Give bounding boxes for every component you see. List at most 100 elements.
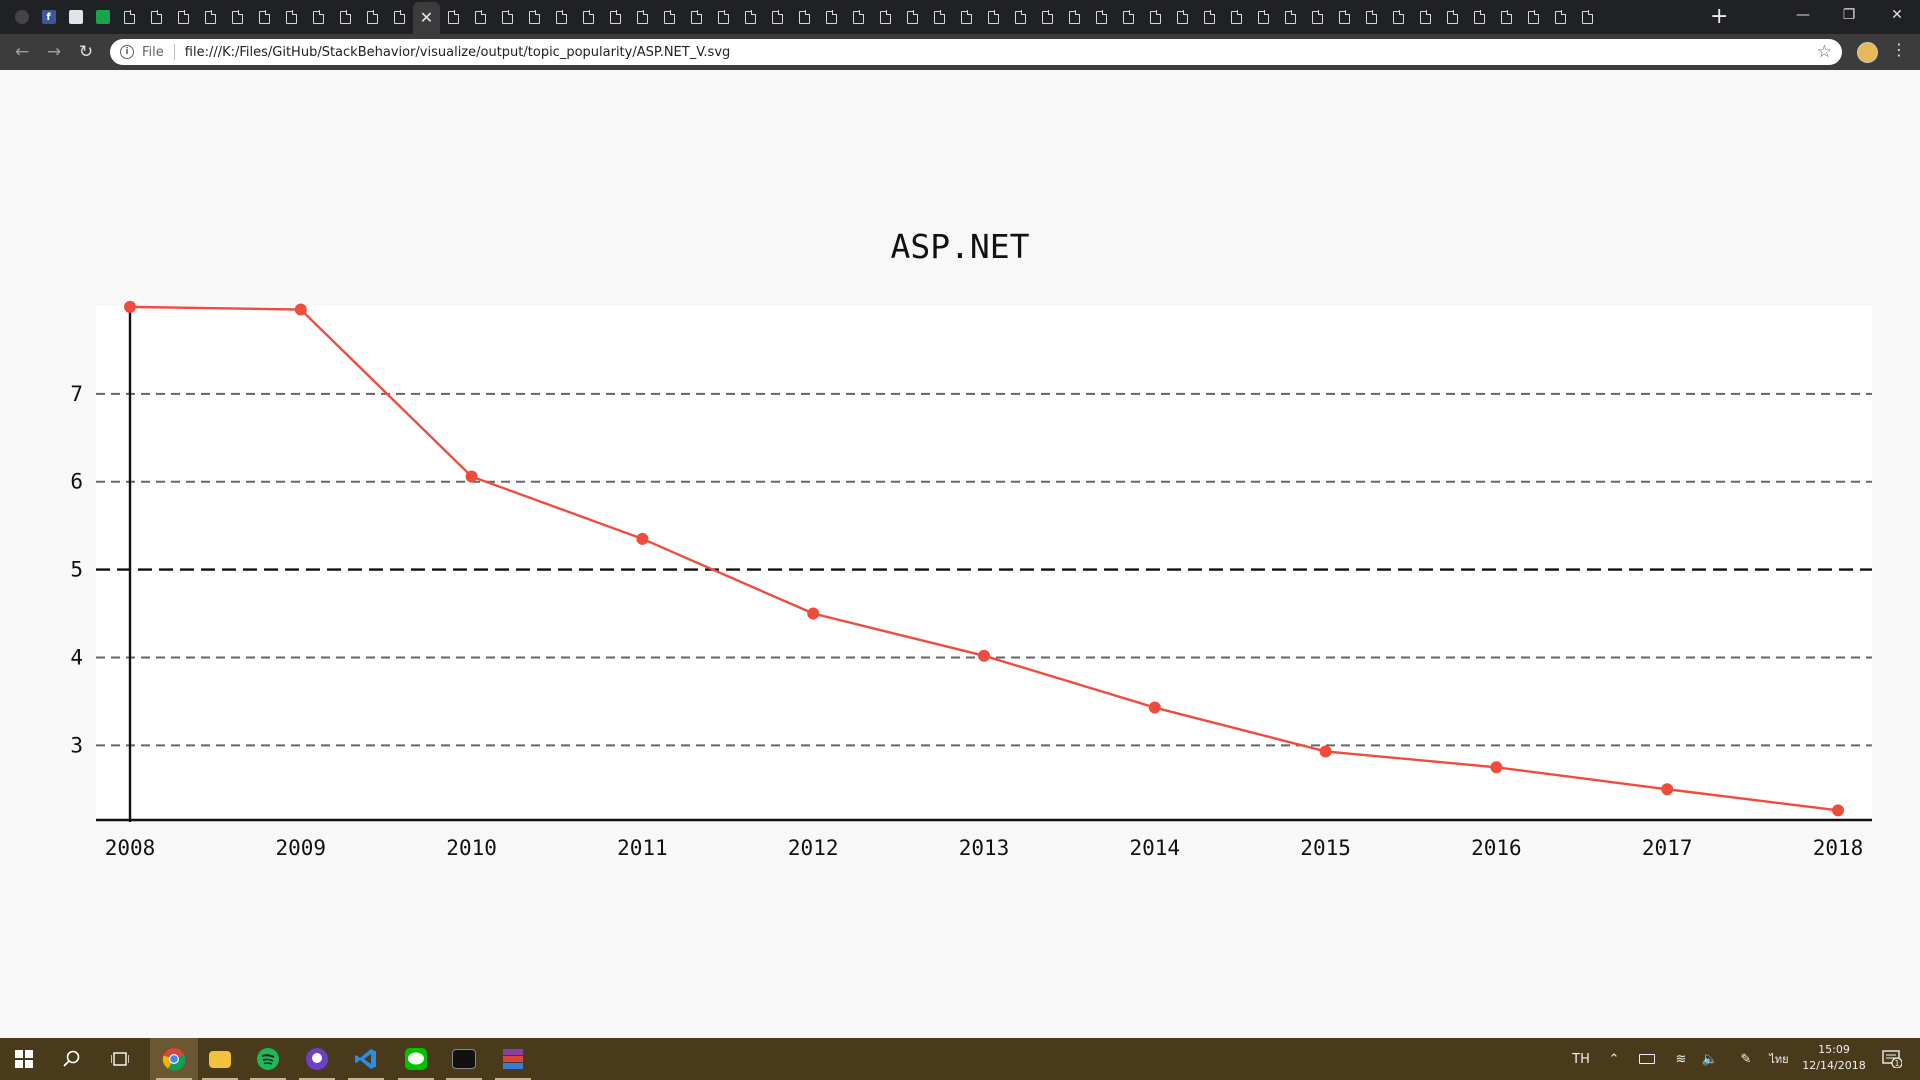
browser-tab[interactable] <box>1115 4 1142 30</box>
y-tick-label: 3 <box>70 733 83 757</box>
browser-tab[interactable] <box>1493 4 1520 30</box>
browser-tab[interactable] <box>1412 4 1439 30</box>
browser-tab[interactable] <box>1304 4 1331 30</box>
info-icon[interactable]: i <box>120 45 134 59</box>
taskbar-line[interactable] <box>392 1038 440 1080</box>
browser-tab[interactable] <box>1439 4 1466 30</box>
browser-tab[interactable] <box>899 4 926 30</box>
document-icon <box>394 10 406 24</box>
browser-tab[interactable] <box>1088 4 1115 30</box>
browser-tab[interactable] <box>278 4 305 30</box>
input-language[interactable]: TH <box>1572 1051 1590 1067</box>
system-clock[interactable]: 15:09 12/14/2018 <box>1798 1042 1870 1074</box>
browser-tab[interactable] <box>305 4 332 30</box>
browser-tab[interactable] <box>467 4 494 30</box>
reload-button[interactable]: ↻ <box>78 42 94 62</box>
browser-tab[interactable] <box>1520 4 1547 30</box>
chart-title: ASP.NET <box>890 227 1029 266</box>
browser-tab[interactable] <box>548 4 575 30</box>
taskbar-winrar[interactable] <box>489 1038 537 1080</box>
minimize-button[interactable]: — <box>1796 7 1810 23</box>
browser-tab[interactable] <box>791 4 818 30</box>
taskbar-github-desktop[interactable] <box>293 1038 341 1080</box>
browser-tab[interactable] <box>872 4 899 30</box>
show-hidden-icons-icon[interactable]: ⌃ <box>1608 1051 1620 1067</box>
browser-tab[interactable] <box>116 4 143 30</box>
browser-tab[interactable] <box>737 4 764 30</box>
browser-tab[interactable] <box>332 4 359 30</box>
x-tick-label: 2016 <box>1471 836 1522 860</box>
document-icon <box>610 10 622 24</box>
start-button[interactable] <box>0 1038 48 1080</box>
address-bar[interactable]: i File file:///K:/Files/GitHub/StackBeha… <box>110 39 1842 65</box>
taskbar-file-explorer[interactable] <box>196 1038 244 1080</box>
browser-tab[interactable] <box>1142 4 1169 30</box>
browser-tab[interactable] <box>980 4 1007 30</box>
taskbar-spotify[interactable] <box>244 1038 292 1080</box>
browser-menu-icon[interactable]: ⋮ <box>1891 40 1907 59</box>
taskbar-vscode[interactable] <box>342 1038 390 1080</box>
browser-tab[interactable] <box>602 4 629 30</box>
browser-tab[interactable] <box>710 4 737 30</box>
taskbar-terminal[interactable] <box>440 1038 488 1080</box>
browser-tab[interactable] <box>8 4 35 30</box>
browser-tab[interactable] <box>575 4 602 30</box>
browser-tab[interactable] <box>1547 4 1574 30</box>
new-tab-button[interactable]: + <box>1710 4 1729 29</box>
forward-button[interactable]: → <box>46 42 62 62</box>
browser-tab[interactable] <box>1466 4 1493 30</box>
back-button[interactable]: ← <box>14 42 30 62</box>
browser-tab[interactable] <box>170 4 197 30</box>
browser-tab[interactable] <box>1169 4 1196 30</box>
volume-icon[interactable]: 🔈 <box>1701 1051 1719 1067</box>
browser-tab[interactable] <box>89 4 116 30</box>
browser-tab[interactable] <box>1061 4 1088 30</box>
browser-tab[interactable] <box>251 4 278 30</box>
browser-tab[interactable]: f <box>35 4 62 30</box>
browser-tab[interactable] <box>359 4 386 30</box>
browser-tab[interactable] <box>1034 4 1061 30</box>
browser-tab[interactable] <box>1385 4 1412 30</box>
browser-tab[interactable] <box>494 4 521 30</box>
browser-tab[interactable] <box>1574 4 1601 30</box>
taskbar-chrome[interactable] <box>150 1038 198 1080</box>
profile-avatar[interactable] <box>1857 42 1878 63</box>
browser-tab[interactable] <box>440 4 467 30</box>
wifi-icon[interactable]: ≋ <box>1675 1051 1687 1067</box>
action-center-button[interactable]: 1 <box>1874 1038 1910 1080</box>
restore-button[interactable]: ❐ <box>1842 7 1856 23</box>
search-button[interactable] <box>48 1038 96 1080</box>
battery-icon[interactable] <box>1634 1038 1660 1080</box>
browser-tab[interactable] <box>1196 4 1223 30</box>
task-view-button[interactable] <box>96 1038 144 1080</box>
browser-tab[interactable]: ✕ <box>413 2 440 34</box>
pen-icon[interactable]: ✎ <box>1740 1051 1752 1067</box>
browser-tab[interactable] <box>683 4 710 30</box>
browser-tab[interactable] <box>1223 4 1250 30</box>
browser-tab[interactable] <box>224 4 251 30</box>
clock-time: 15:09 <box>1818 1043 1850 1056</box>
browser-tab[interactable] <box>143 4 170 30</box>
y-tick-label: 6 <box>70 470 83 494</box>
browser-tab[interactable] <box>629 4 656 30</box>
browser-tab[interactable] <box>1007 4 1034 30</box>
browser-tab[interactable] <box>521 4 548 30</box>
browser-tab[interactable] <box>953 4 980 30</box>
browser-tab[interactable] <box>656 4 683 30</box>
data-point <box>294 303 307 316</box>
browser-tab[interactable] <box>818 4 845 30</box>
ime-icon[interactable]: ไทย <box>1769 1053 1789 1066</box>
browser-tab[interactable] <box>764 4 791 30</box>
browser-tab[interactable] <box>1331 4 1358 30</box>
close-window-button[interactable]: ✕ <box>1891 7 1903 23</box>
browser-tab[interactable] <box>62 4 89 30</box>
browser-tab[interactable] <box>1358 4 1385 30</box>
browser-tab[interactable] <box>197 4 224 30</box>
browser-tab[interactable] <box>1250 4 1277 30</box>
browser-tab[interactable] <box>1277 4 1304 30</box>
bookmark-star-icon[interactable]: ☆ <box>1816 42 1832 62</box>
line-chart: ASP.NET 3 4 5 6 7 2008 2009 2010 2011 2012 2013 201… <box>70 227 1872 860</box>
browser-tab[interactable] <box>926 4 953 30</box>
browser-tab[interactable] <box>845 4 872 30</box>
browser-tab[interactable] <box>386 4 413 30</box>
